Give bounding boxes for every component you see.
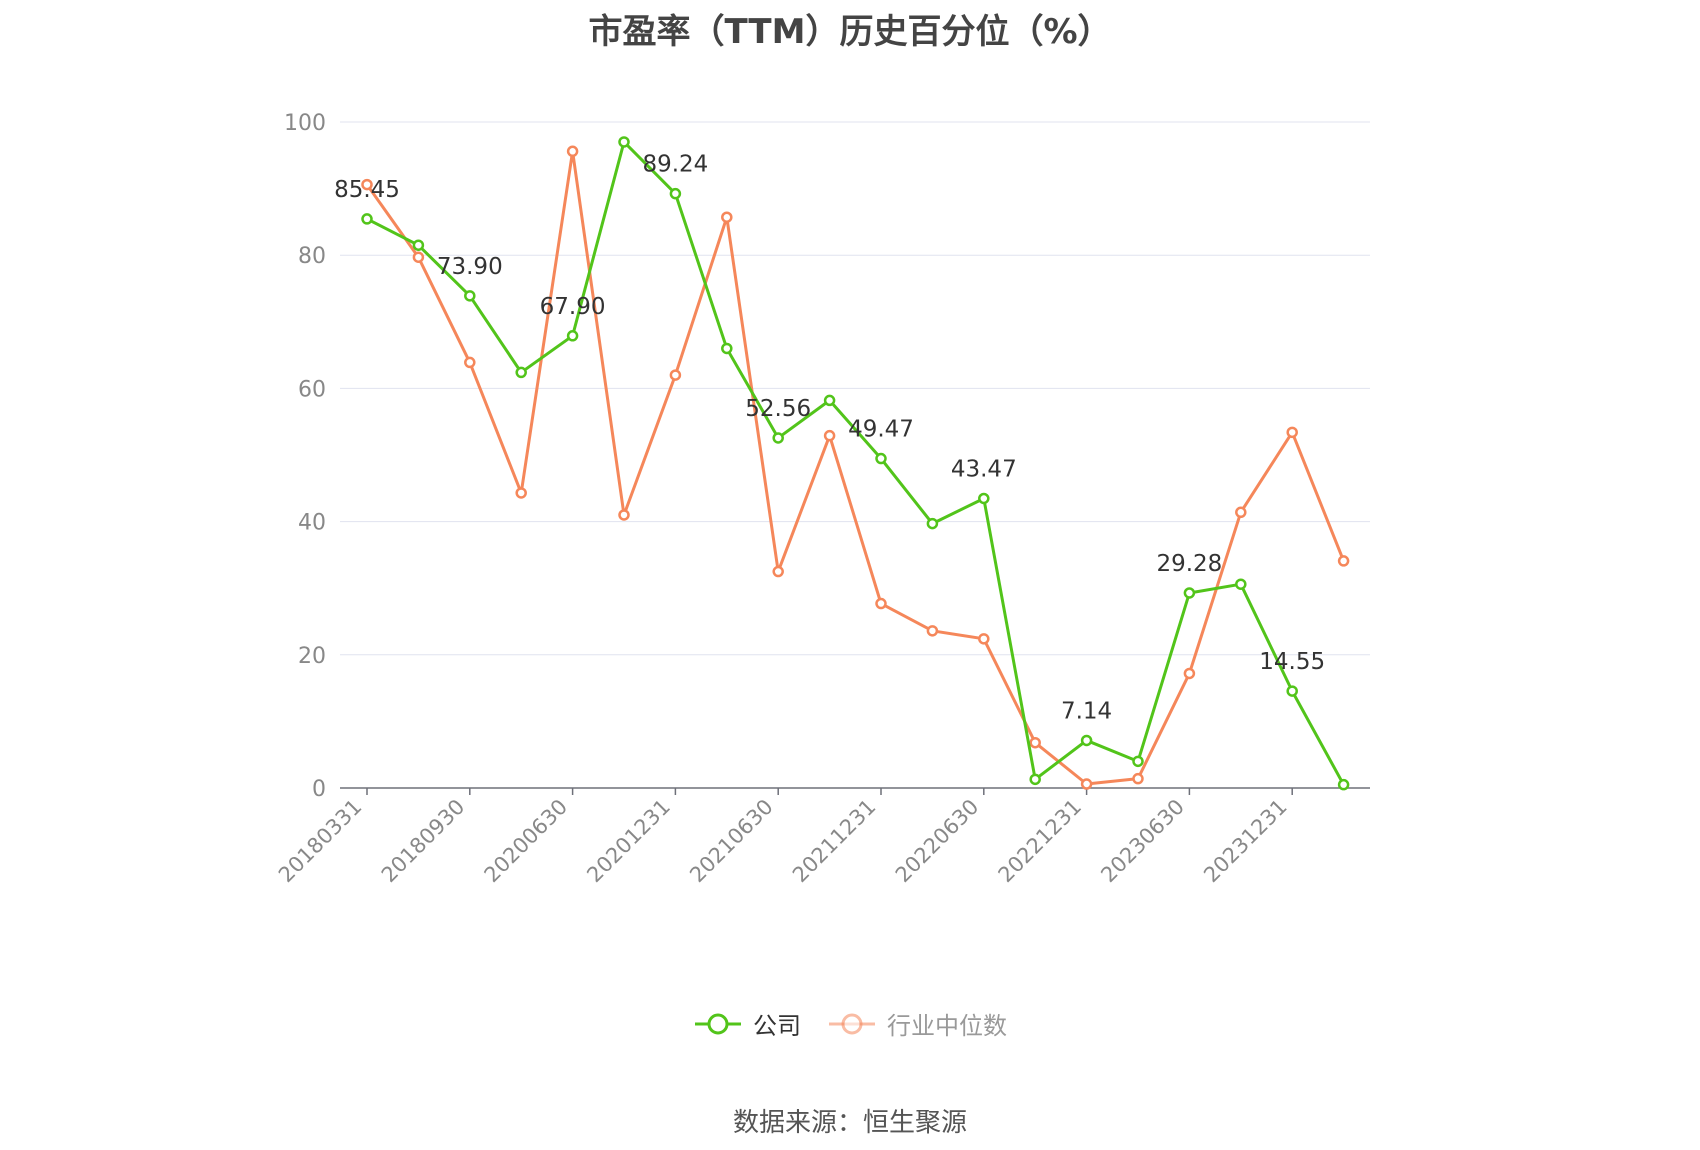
company-point xyxy=(1235,578,1247,590)
data-labels: 85.45 73.90 67.90 89.24 52.56 49.47 43.47 7.14 2… xyxy=(334,152,1325,725)
industry-point xyxy=(361,178,373,191)
y-tick-label: 40 xyxy=(298,511,326,536)
industry-point xyxy=(875,597,887,610)
data-source-note: 数据来源：恒生聚源 xyxy=(732,1108,967,1138)
company-point xyxy=(1183,587,1196,599)
industry-point xyxy=(772,565,784,578)
company-point xyxy=(1132,755,1144,768)
x-tick-label: 20221231 xyxy=(994,795,1087,888)
x-tick-label: 20230630 xyxy=(1096,795,1189,888)
company-point xyxy=(412,239,425,251)
data-label: 67.90 xyxy=(540,294,606,320)
industry-point xyxy=(618,509,630,521)
x-tick-label: 20180930 xyxy=(377,795,470,888)
legend-industry-label: 行业中位数 xyxy=(887,1012,1007,1040)
company-point xyxy=(875,452,887,465)
data-label: 89.24 xyxy=(642,152,708,178)
data-label: 14.55 xyxy=(1259,649,1325,675)
x-tick-label: 20220630 xyxy=(891,795,984,888)
legend-item-company[interactable]: 公司 xyxy=(693,1006,801,1041)
industry-point xyxy=(721,211,733,223)
industry-point xyxy=(1286,426,1298,439)
x-tick-label: 20210630 xyxy=(685,795,778,888)
legend-industry-line-icon xyxy=(829,1013,875,1034)
data-label: 85.45 xyxy=(334,177,400,203)
y-tick-label: 80 xyxy=(298,244,326,269)
y-tick-label: 20 xyxy=(298,644,326,669)
company-point xyxy=(1337,778,1350,791)
x-tick-label: 20180331 xyxy=(274,795,367,888)
industry-point xyxy=(515,487,527,499)
y-tick-label: 60 xyxy=(298,377,326,402)
series-line-company xyxy=(366,140,1345,786)
data-label: 49.47 xyxy=(848,417,914,443)
company-point xyxy=(515,366,527,379)
industry-point xyxy=(823,429,836,442)
x-tick-label: 20211231 xyxy=(788,795,881,888)
industry-point xyxy=(1235,506,1247,519)
data-label: 52.56 xyxy=(745,396,811,422)
industry-point xyxy=(1337,555,1350,567)
company-point xyxy=(361,213,373,225)
industry-point xyxy=(464,356,476,369)
company-point xyxy=(464,290,476,302)
industry-point xyxy=(566,145,579,158)
legend: 公司 行业中位数 xyxy=(0,1006,1700,1041)
series-lines xyxy=(361,136,1350,791)
industry-point xyxy=(412,251,425,263)
y-tick-label: 100 xyxy=(284,111,326,136)
industry-point xyxy=(1080,778,1093,790)
x-tick-label: 20231231 xyxy=(1199,795,1292,888)
x-axis: 20180331 20180930 20200630 20201231 20210630… xyxy=(274,787,1370,888)
industry-point xyxy=(669,369,682,381)
company-point xyxy=(1286,685,1298,697)
data-label: 73.90 xyxy=(437,254,503,280)
chart-title: 市盈率（TTM）历史百分位（%） xyxy=(588,12,1112,52)
legend-company-line-icon xyxy=(695,1013,741,1034)
series-line-industry-median xyxy=(365,149,1345,786)
x-tick-label: 20201231 xyxy=(582,795,675,888)
y-tick-label: 0 xyxy=(312,777,326,802)
company-point xyxy=(772,432,784,444)
company-point xyxy=(1080,734,1093,747)
company-point xyxy=(669,187,682,200)
company-point xyxy=(1029,773,1041,786)
industry-point xyxy=(926,625,939,637)
industry-point xyxy=(1132,772,1144,785)
legend-company-label: 公司 xyxy=(753,1012,801,1040)
industry-point xyxy=(1183,667,1196,680)
company-point xyxy=(618,136,630,148)
industry-point xyxy=(1029,736,1041,749)
legend-item-industry-median[interactable]: 行业中位数 xyxy=(827,1006,1007,1041)
industry-point xyxy=(978,633,990,645)
data-label: 43.47 xyxy=(951,456,1017,482)
company-point xyxy=(978,492,990,505)
company-point xyxy=(721,342,733,355)
company-point xyxy=(926,517,939,530)
data-label: 29.28 xyxy=(1156,551,1222,577)
x-tick-label: 20200630 xyxy=(480,795,573,888)
data-label: 7.14 xyxy=(1061,698,1112,724)
company-point xyxy=(566,330,579,342)
company-point xyxy=(823,394,836,407)
y-axis: 0 20 40 60 80 100 xyxy=(284,111,326,802)
